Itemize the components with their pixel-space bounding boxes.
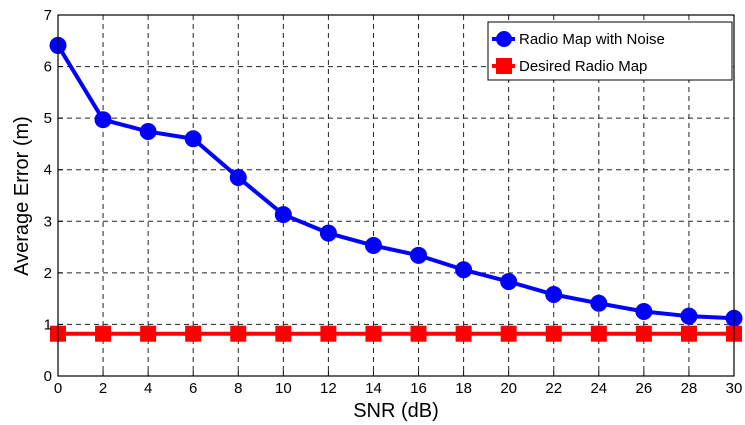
series-2-point	[185, 325, 202, 342]
y-tick-label: 6	[44, 59, 52, 76]
series-1-point	[680, 307, 698, 325]
series-2-point	[320, 325, 337, 342]
x-tick-label: 4	[144, 380, 152, 397]
series-2-point	[680, 325, 697, 342]
series-1-point	[500, 273, 518, 291]
x-tick-label: 6	[189, 380, 197, 397]
series-2-point	[410, 325, 427, 342]
series-1-point	[94, 111, 112, 129]
y-tick-label: 0	[44, 368, 52, 385]
series-2-point	[545, 325, 562, 342]
legend: Radio Map with Noise Desired Radio Map	[487, 21, 733, 81]
series-1-point	[545, 286, 563, 304]
x-tick-label: 24	[590, 380, 607, 397]
series-2-point	[95, 325, 112, 342]
series-1-point	[410, 246, 428, 264]
x-tick-label: 16	[410, 380, 427, 397]
series-2-point	[590, 325, 607, 342]
plot-frame	[57, 14, 735, 377]
series-1-point	[229, 168, 247, 186]
y-tick-label: 4	[44, 162, 52, 179]
legend-box	[487, 21, 733, 81]
y-tick-label: 2	[44, 265, 52, 282]
series-1-point	[184, 130, 202, 148]
x-tick-label: 12	[320, 380, 337, 397]
grid-lines	[58, 15, 734, 376]
y-axis-label: Average Error (m)	[11, 116, 33, 276]
x-tick-label: 0	[54, 380, 62, 397]
legend-label-1: Radio Map with Noise	[519, 31, 665, 48]
series-2-point	[500, 325, 517, 342]
x-tick-label: 18	[455, 380, 472, 397]
series-1-point	[455, 261, 473, 279]
y-tick-label: 1	[44, 316, 52, 333]
series-1-point	[364, 237, 382, 255]
y-tick-label: 5	[44, 110, 52, 127]
series-2-point	[365, 325, 382, 342]
series-1-point	[319, 224, 337, 242]
legend-marker-1	[496, 31, 512, 47]
legend-marker-2	[496, 58, 512, 74]
y-tick-label: 3	[44, 213, 52, 230]
y-tick-label: 7	[44, 7, 52, 24]
x-tick-label: 8	[234, 380, 242, 397]
series-2-point	[230, 325, 247, 342]
series-1-point	[635, 303, 653, 321]
series-2-point	[275, 325, 292, 342]
series-2-point	[455, 325, 472, 342]
x-tick-label: 30	[726, 380, 743, 397]
x-tick-label: 22	[545, 380, 562, 397]
legend-label-2: Desired Radio Map	[519, 58, 647, 75]
series-1-point	[590, 294, 608, 312]
series-2-point	[635, 325, 652, 342]
series-2-point	[140, 325, 157, 342]
x-tick-label: 20	[500, 380, 517, 397]
series-layer	[49, 36, 743, 342]
x-tick-label: 2	[99, 380, 107, 397]
x-tick-label: 10	[275, 380, 292, 397]
x-axis-label: SNR (dB)	[353, 400, 439, 422]
x-tick-label: 26	[636, 380, 653, 397]
series-1-point	[139, 123, 157, 141]
x-tick-label: 14	[365, 380, 382, 397]
series-line-1	[56, 44, 735, 321]
series-1-point	[274, 206, 292, 224]
x-tick-label: 28	[681, 380, 698, 397]
